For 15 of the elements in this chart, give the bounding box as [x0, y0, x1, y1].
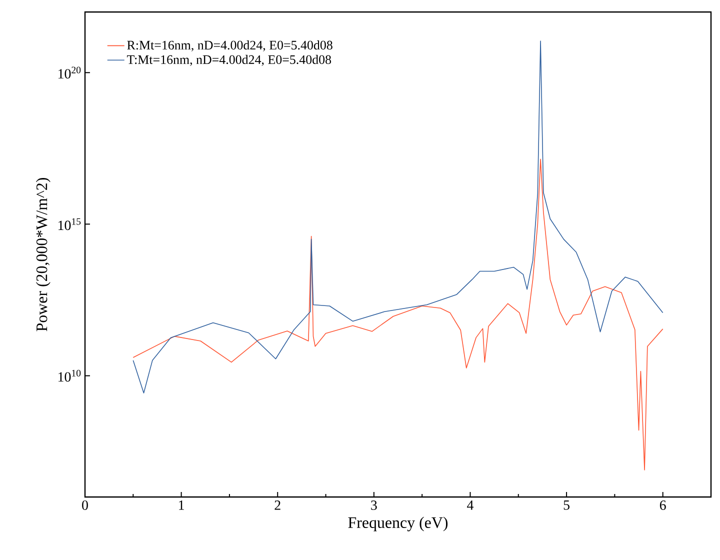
x-tick-label: 0	[82, 500, 88, 510]
y-tick-label: 10$^{10}$	[58, 370, 81, 382]
y-tick-label: 10$^{15}$	[58, 218, 81, 230]
y-tick-label: 10$^{20}$	[58, 66, 81, 79]
x-tick-label: 4	[467, 500, 474, 510]
line-series	[132, 158, 664, 470]
x-tick-label: 5	[564, 500, 570, 510]
x-tick-label: 6	[660, 500, 666, 510]
x-tick-label: 1	[179, 500, 184, 510]
y-axis-title: Power (20,000*W/m^2)	[36, 178, 50, 332]
x-tick-label: 2	[274, 500, 280, 510]
x-axis-title: Frequency (eV)	[348, 516, 448, 532]
legend-label: R:Mt=16nm, nD=4.00d24, E0=5.40d08	[127, 40, 332, 52]
x-tick-label: 3	[371, 500, 377, 510]
legend-label: T:Mt=16nm, nD=4.00d24, E0=5.40d08	[127, 54, 332, 66]
